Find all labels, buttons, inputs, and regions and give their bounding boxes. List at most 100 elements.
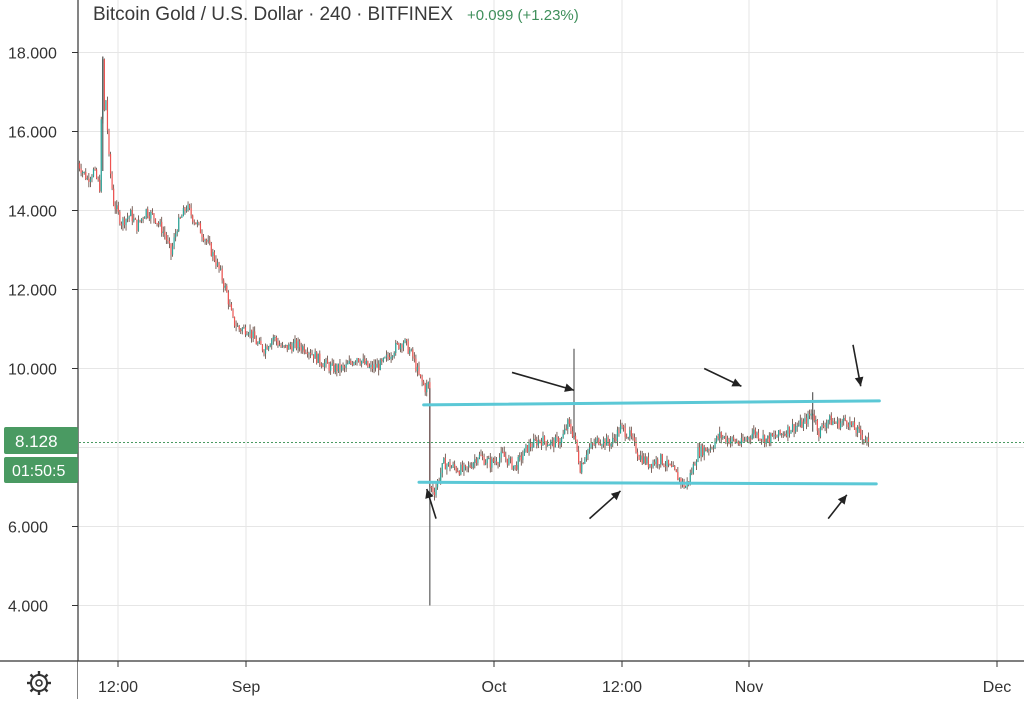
candle-body (717, 436, 719, 439)
candle-body (655, 459, 657, 465)
candle-body (153, 213, 155, 219)
candle-body (209, 240, 211, 244)
plot-area[interactable] (77, 56, 870, 606)
candle-body (227, 292, 229, 305)
candle-body (791, 424, 794, 431)
last-price-label: 8.128 (4, 427, 78, 454)
candle-body (232, 310, 234, 317)
candle-body (592, 443, 594, 445)
candle-body (331, 363, 333, 365)
candle-body (725, 436, 727, 443)
annotation-arrow-head (610, 490, 621, 501)
candle-body (158, 223, 160, 225)
candle-body (709, 448, 711, 451)
candle-body (703, 447, 705, 456)
candle-body (193, 221, 195, 223)
candle-body (292, 343, 295, 352)
candle-body (612, 437, 614, 444)
candle-body (638, 456, 640, 460)
candle-body (751, 433, 753, 439)
candle-body (722, 437, 724, 439)
candle-body (804, 417, 806, 422)
candle-body (689, 473, 691, 482)
candle-body (647, 457, 649, 468)
candle-body (238, 325, 240, 330)
price-axis-panel[interactable] (0, 0, 78, 660)
candle-body (233, 316, 236, 326)
gear-icon[interactable] (27, 671, 51, 695)
candle-body (175, 233, 177, 238)
candle-body (305, 352, 307, 354)
candle-body (454, 464, 456, 468)
candle-body (747, 437, 749, 440)
candle-body (450, 466, 453, 469)
candle-body (534, 438, 536, 440)
candle-body (268, 346, 270, 350)
candle-body (134, 218, 136, 220)
annotation-arrow-head (837, 494, 847, 505)
candle-body (100, 119, 102, 192)
candle-body (168, 240, 171, 244)
candle-body (326, 359, 329, 364)
candle-body (178, 217, 180, 232)
candle-body (542, 436, 544, 446)
candle-body (664, 466, 667, 468)
candle-body (94, 169, 96, 171)
candle-body (220, 268, 222, 270)
candle-body (266, 346, 268, 350)
candle-body (202, 237, 205, 241)
candle-body (88, 178, 90, 182)
candle-body (623, 425, 625, 428)
price-tick-label: 4.000 (8, 599, 48, 616)
price-axis[interactable]: 18.000 16.000 14.000 12.000 10.000 6.000 4.000 (8, 46, 78, 616)
candle-body (474, 459, 476, 463)
time-axis-panel[interactable] (78, 661, 1024, 699)
candle-body (579, 462, 581, 473)
candle-body (207, 240, 209, 242)
candle-body (748, 437, 750, 439)
candle-body (342, 365, 344, 367)
candle-body (328, 363, 330, 371)
candle-body (688, 481, 690, 483)
candle-body (798, 425, 800, 427)
candle-body (347, 363, 349, 365)
candle-body (136, 219, 138, 231)
price-tick-label: 12.000 (8, 283, 57, 300)
candle-body (508, 458, 510, 465)
candle-body (285, 344, 287, 346)
candle-body (512, 465, 515, 470)
candle-body (557, 437, 560, 445)
candle-body (587, 449, 589, 455)
candle-body (458, 471, 460, 475)
candle-body (243, 327, 245, 329)
candle-body (499, 457, 501, 464)
candle-body (667, 459, 670, 465)
candle-body (413, 356, 415, 359)
candle-body (393, 352, 395, 357)
candle-body (103, 59, 105, 111)
candle-body (351, 362, 353, 365)
candle-body (765, 438, 767, 444)
candle-body (753, 429, 755, 434)
candle-body (840, 422, 842, 429)
candle-body (774, 435, 777, 437)
candle-body (793, 424, 795, 432)
candle-body (375, 364, 377, 368)
time-axis[interactable]: 12:00 Sep Oct 12:00 Nov Dec (98, 661, 1011, 696)
candle-body (702, 445, 704, 456)
annotation-arrow-shaft (511, 371, 575, 391)
candle-body (286, 344, 288, 350)
candle-body (526, 445, 529, 452)
candle-body (418, 366, 420, 375)
candle-body (599, 444, 601, 446)
candle-body (106, 100, 109, 131)
candle-body (740, 438, 742, 445)
candle-body (82, 171, 84, 174)
candle-body (633, 437, 636, 441)
candle-body (379, 359, 381, 371)
candle-body (537, 440, 539, 446)
candle-body (866, 437, 868, 441)
candle-body (116, 205, 118, 210)
